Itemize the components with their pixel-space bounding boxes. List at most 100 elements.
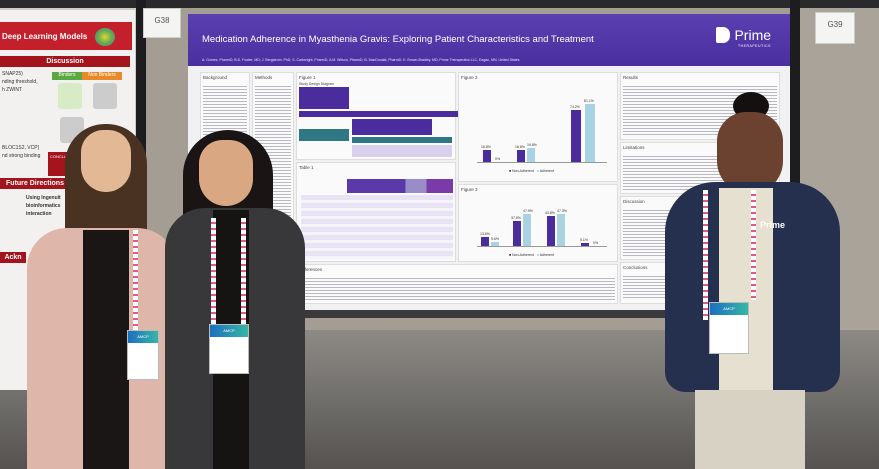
acknowledgements-heading: Ackn [0, 252, 26, 263]
pants [695, 390, 805, 469]
legend-item: Adherent [539, 253, 554, 257]
figure1-section: Figure 1 Study Design Diagram [296, 72, 459, 160]
bar-label: 0% [593, 241, 599, 245]
bar-adherent [557, 214, 565, 246]
booth-number-card: G39 [815, 12, 855, 44]
figure2-section: Figure 2 16.8% 0% 16.6% 19.8% 74.2% 81.1… [458, 72, 618, 182]
text-line: bioinformatics [26, 203, 61, 209]
name-badge: AMCP [209, 324, 249, 374]
text-line: SNAP25) [2, 71, 23, 77]
figure2-legend: ■ Non-Adherent ■ Adherent [509, 169, 554, 173]
diagram-block [352, 137, 452, 143]
poster-authors: A. Gomez, PharmD; B.D. Fowler, MD; J. Be… [202, 58, 520, 62]
section-heading: Conclusions [623, 265, 648, 270]
bar-non-adherent [571, 110, 581, 162]
table-body [301, 195, 453, 259]
future-directions-heading: Future Directions [0, 178, 70, 189]
bar-adherent [585, 104, 595, 162]
lanyard [751, 190, 756, 300]
bar-label: 5.1% [580, 238, 588, 242]
lanyard [241, 218, 246, 338]
bar-label: 47.9% [523, 209, 533, 213]
references-section: References [296, 264, 618, 304]
table1-section: Table 1 [296, 162, 456, 262]
legend-item: Non-Adherent [512, 253, 534, 257]
bar-label: 43.8% [545, 211, 555, 215]
binders-label: Binders [52, 72, 82, 80]
bar-label: 13.6% [480, 232, 490, 236]
section-heading: Discussion [623, 199, 645, 204]
diagram-block [352, 119, 432, 135]
cream-top [719, 188, 773, 398]
face [199, 140, 253, 206]
badge-brand: AMCP [210, 325, 248, 337]
binder-cell [58, 83, 82, 109]
section-heading: Figure 3 [461, 187, 478, 192]
person-right: Prime AMCP [665, 90, 840, 469]
person-left: AMCP [27, 118, 177, 469]
poster-rail [185, 310, 795, 318]
protein-structure-image [95, 28, 115, 46]
poster-banner: Medication Adherence in Myasthenia Gravi… [188, 14, 790, 66]
text-line: nding threshold, [2, 79, 38, 85]
jacket-logo: Prime [760, 220, 786, 230]
bar-non-adherent [483, 150, 491, 162]
badge-brand: AMCP [128, 331, 158, 343]
bar-non-adherent [547, 216, 555, 246]
bar-label: 47.3% [557, 209, 567, 213]
section-heading: Table 1 [299, 165, 314, 170]
figure2-plot: 16.8% 0% 16.6% 19.8% 74.2% 81.1% [477, 93, 607, 163]
prime-therapeutics-logo: Prime THERAPEUTICS [716, 26, 771, 48]
bar-label: 74.2% [570, 105, 580, 109]
text-line: interaction [26, 211, 52, 217]
badge-brand: AMCP [710, 303, 748, 315]
bar-adherent [527, 148, 535, 162]
lanyard [211, 218, 216, 338]
bar-adherent [491, 242, 499, 246]
text-line: h ZWINT [2, 87, 22, 93]
legend-item: Adherent [539, 169, 554, 173]
bar-label: 5.6% [491, 237, 499, 241]
text-line: nd strong binding [2, 153, 41, 159]
future-text: Using Ingenuit bioinformatics interactio… [26, 194, 66, 218]
black-top [83, 230, 129, 469]
diagram-block [352, 145, 452, 157]
bar-label: 0% [495, 157, 501, 161]
figure3-section: Figure 3 13.6% 5.6% 37.5% 47.9% 43.8% 47… [458, 184, 618, 262]
text-line: BLOC1S2, VCP) [2, 145, 40, 151]
discussion-text: SNAP25) nding threshold, h ZWINT BLOC1S2… [2, 70, 42, 160]
name-badge: AMCP [127, 330, 159, 380]
name-badge: AMCP [709, 302, 749, 354]
figure3-legend: ■ Non-Adherent ■ Adherent [509, 253, 554, 257]
diagram-block [299, 87, 349, 109]
person-middle: AMCP [165, 128, 305, 469]
bar-non-adherent [513, 221, 521, 246]
bar-label: 16.6% [515, 145, 525, 149]
text-line: Using Ingenuit [26, 195, 61, 201]
poster-title: Medication Adherence in Myasthenia Gravi… [202, 34, 594, 45]
logo-name: Prime [734, 26, 772, 43]
section-heading: Limitations [623, 145, 645, 150]
diagram-block [299, 129, 349, 141]
lanyard [133, 230, 138, 340]
diagram-block [299, 111, 459, 117]
bar-label: 19.8% [527, 143, 537, 147]
non-binder-cell [93, 83, 117, 109]
figure-subtitle: Study Design Diagram [299, 82, 335, 86]
ceiling [0, 0, 879, 10]
face [81, 130, 131, 192]
section-heading: Background [203, 75, 228, 80]
lanyard [703, 190, 708, 320]
table-header [347, 179, 453, 193]
logo-sub: THERAPEUTICS [737, 44, 772, 48]
face [717, 112, 783, 194]
bar-non-adherent [481, 237, 489, 246]
booth-number-card: G38 [143, 8, 181, 38]
bar-non-adherent [581, 243, 589, 246]
figure3-plot: 13.6% 5.6% 37.5% 47.9% 43.8% 47.3% 5.1% … [477, 199, 607, 247]
section-heading: Figure 2 [461, 75, 478, 80]
discussion-heading: Discussion [0, 56, 130, 67]
section-heading: References [299, 267, 323, 272]
bar-label: 37.5% [511, 216, 521, 220]
bar-label: 81.1% [584, 99, 594, 103]
